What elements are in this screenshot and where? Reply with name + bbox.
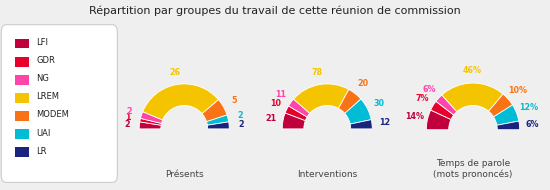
Wedge shape — [140, 118, 162, 125]
Text: GDR: GDR — [36, 56, 55, 65]
Text: 26: 26 — [170, 67, 181, 77]
Text: Répartition par groupes du travail de cette réunion de commission: Répartition par groupes du travail de ce… — [89, 6, 461, 16]
Text: Présents: Présents — [165, 170, 204, 179]
Wedge shape — [206, 115, 229, 125]
Text: 14%: 14% — [405, 112, 424, 121]
Text: 78: 78 — [312, 68, 323, 77]
Bar — [14, 93, 29, 103]
Text: 21: 21 — [265, 114, 276, 123]
Text: UAI: UAI — [36, 128, 51, 138]
Wedge shape — [431, 101, 454, 120]
Wedge shape — [345, 99, 371, 124]
Bar — [14, 39, 29, 48]
Bar — [14, 75, 29, 85]
Text: Temps de parole
(mots prononcés): Temps de parole (mots prononcés) — [433, 159, 513, 179]
Wedge shape — [350, 120, 372, 129]
Text: MODEM: MODEM — [36, 110, 69, 120]
Text: 2: 2 — [124, 120, 130, 129]
Text: 7%: 7% — [415, 94, 428, 103]
Text: 1: 1 — [125, 113, 130, 122]
Wedge shape — [207, 122, 229, 129]
Bar — [14, 129, 29, 139]
Bar — [14, 147, 29, 157]
Text: 12: 12 — [379, 118, 390, 127]
Text: 11: 11 — [275, 90, 286, 99]
Wedge shape — [282, 113, 305, 129]
Wedge shape — [493, 105, 519, 125]
Text: Interventions: Interventions — [297, 170, 358, 179]
Wedge shape — [442, 83, 503, 112]
Text: 5: 5 — [232, 96, 237, 105]
Wedge shape — [285, 106, 307, 121]
Wedge shape — [202, 100, 227, 122]
Text: 10: 10 — [270, 99, 281, 108]
Text: 2: 2 — [238, 111, 243, 120]
Text: 46%: 46% — [463, 66, 482, 74]
Wedge shape — [338, 89, 361, 113]
Text: LREM: LREM — [36, 92, 59, 101]
Text: 2: 2 — [239, 120, 245, 129]
Text: 6%: 6% — [526, 120, 539, 129]
Bar — [14, 111, 29, 121]
Wedge shape — [497, 121, 520, 130]
Wedge shape — [140, 112, 163, 124]
Text: 6%: 6% — [422, 85, 436, 94]
Text: LFI: LFI — [36, 38, 48, 47]
Wedge shape — [294, 84, 349, 113]
Text: 20: 20 — [358, 79, 368, 88]
Bar — [14, 57, 29, 66]
FancyBboxPatch shape — [1, 25, 117, 182]
Text: 30: 30 — [373, 99, 384, 108]
Text: 12%: 12% — [519, 103, 538, 112]
Wedge shape — [426, 110, 451, 130]
Text: LR: LR — [36, 146, 47, 156]
Wedge shape — [142, 84, 218, 120]
Wedge shape — [488, 94, 513, 117]
Wedge shape — [139, 122, 161, 129]
Wedge shape — [289, 99, 310, 117]
Text: 2: 2 — [126, 107, 133, 116]
Text: NG: NG — [36, 74, 49, 83]
Wedge shape — [436, 95, 457, 115]
Text: 10%: 10% — [509, 86, 527, 95]
